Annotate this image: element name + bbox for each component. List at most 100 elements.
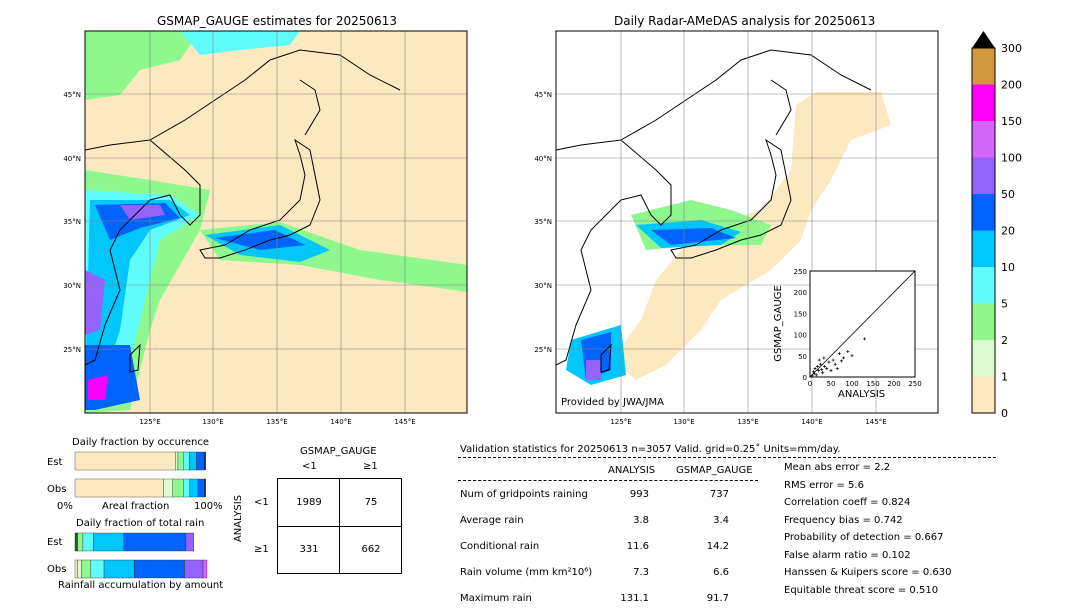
diagonal-line [809, 270, 916, 378]
scatter-point [840, 359, 843, 363]
colorbar-tick-label: 100 [1001, 152, 1022, 165]
map-frame [555, 30, 939, 414]
occ-est-segment [74, 451, 176, 471]
colorbar-tick-label: 0 [1001, 407, 1008, 420]
occ-obs-segment [197, 478, 205, 498]
tot-obs-segment [90, 559, 105, 579]
validation-header: Validation statistics for 20250613 n=305… [460, 444, 841, 455]
score-line: Equitable threat score = 0.510 [784, 584, 939, 596]
rain-area [180, 31, 300, 55]
scatter-point [814, 373, 818, 377]
scatter-point [816, 364, 820, 368]
scatter-ytick: 50 [798, 353, 807, 361]
lat-tick-label: 40°N [63, 155, 81, 163]
stat-label: Rain volume (mm km²10⁶) [460, 567, 593, 578]
rain-area [651, 228, 736, 245]
scatter-point [811, 370, 815, 374]
lat-tick-label: 45°N [534, 91, 552, 99]
stat-gsmap: 3.4 [713, 515, 729, 526]
lat-tick-label: 30°N [63, 282, 81, 290]
lat-tick-label: 25°N [63, 346, 81, 354]
scatter-point [850, 354, 854, 358]
colorbar-frame [971, 47, 996, 414]
occ-obs-label: Obs [47, 484, 67, 495]
scatter-point [822, 356, 826, 360]
map-1: 125°E 130°E 135°E 140°E 145°E 45°N 40°N 35°N 30°… [534, 30, 939, 426]
tot-obs-segment [202, 559, 208, 579]
scatter-point [820, 367, 824, 371]
score-line: False alarm ratio = 0.102 [784, 549, 911, 561]
lat-tick-label: 30°N [534, 282, 552, 290]
scatter-point [863, 337, 867, 341]
lon-tick-label: 125°E [139, 418, 160, 426]
scatter-xlabel: ANALYSIS [838, 389, 886, 400]
coastline [299, 79, 321, 136]
lat-tick-label: 45°N [63, 91, 81, 99]
tot-obs-segment [134, 559, 185, 579]
occ-est-label: Est [47, 457, 63, 468]
colorbar-tick-label: 10 [1001, 261, 1015, 274]
scatter-xtick: 0 [808, 380, 812, 388]
map-body [85, 31, 467, 413]
occ-est-segment [204, 451, 206, 471]
colorbar-segment [972, 267, 995, 304]
map-body [556, 31, 938, 413]
tot-est-segment [185, 532, 195, 552]
tot-est-segment [93, 532, 125, 552]
scatter-xtick: 200 [887, 380, 900, 388]
scatter-point [810, 374, 814, 378]
colorbar-tick-label: 300 [1001, 42, 1022, 55]
colorbar-segment [972, 84, 995, 121]
coastline [670, 138, 792, 259]
occ-obs-segment [189, 478, 198, 498]
scatter-point [827, 360, 831, 364]
rain-area [120, 205, 165, 220]
score-line: Probability of detection = 0.667 [784, 532, 944, 543]
score-line: RMS error = 5.6 [784, 479, 864, 491]
stat-gsmap: 6.6 [713, 567, 729, 578]
occ-est-segment [183, 451, 190, 471]
colorbar-segment [972, 194, 995, 231]
scatter-ylabel: GSMAP_GAUGE [772, 285, 784, 362]
contingency-table: 1989 75 331 662 [277, 478, 402, 574]
stat-gsmap: 91.7 [706, 593, 729, 604]
colorbar-segment [972, 121, 995, 158]
coastline [199, 138, 321, 259]
colorbar-tick-label: 50 [1001, 188, 1015, 201]
lat-tick-label: 40°N [534, 155, 552, 163]
colorbar-segment [972, 48, 995, 85]
scatter-ytick: 0 [803, 374, 807, 382]
scatter-point [813, 367, 817, 371]
scatter-point [829, 369, 833, 373]
occ-axis-left: 0% [57, 501, 73, 512]
tot-obs-segment [103, 559, 135, 579]
lon-tick-label: 135°E [737, 418, 758, 426]
tot-est-label: Est [47, 537, 63, 548]
right-map-title: Daily Radar-AMeDAS analysis for 20250613 [614, 14, 876, 28]
tot-xlabel: Rainfall accumulation by amount [58, 580, 224, 591]
lon-tick-label: 140°E [801, 418, 822, 426]
stat-analysis: 131.1 [620, 593, 649, 604]
colorbar-tick-label: 1 [1001, 371, 1008, 384]
score-line: Frequency bias = 0.742 [784, 514, 903, 526]
stat-analysis: 11.6 [626, 541, 649, 552]
stat-label: Maximum rain [460, 593, 532, 604]
coastline [770, 79, 792, 136]
scatter-point [846, 350, 850, 354]
occurrence-title: Daily fraction by occurence [72, 437, 210, 448]
colorbar-tick-label: 200 [1001, 79, 1022, 92]
colorbar-tick-label: 20 [1001, 225, 1015, 238]
rain-area [215, 230, 305, 250]
scatter-point [831, 358, 835, 362]
occ-obs-segment [163, 478, 173, 498]
stat-analysis: 993 [629, 489, 649, 500]
tot-obs-segment [77, 559, 82, 579]
lon-tick-label: 140°E [330, 418, 351, 426]
rain-area [88, 375, 108, 400]
cell-hit: 662 [361, 544, 381, 555]
lat-tick-label: 25°N [534, 346, 552, 354]
stat-analysis: 3.8 [633, 515, 649, 526]
cell-hit-none: 1989 [296, 497, 322, 508]
colorbar-segment [972, 340, 995, 377]
